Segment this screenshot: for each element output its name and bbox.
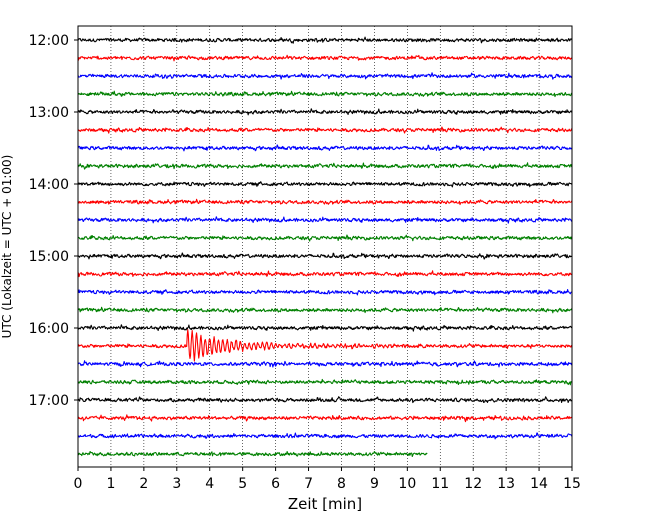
trace-1245 (77, 90, 573, 98)
x-tick-label: 10 (398, 476, 416, 492)
y-tick-label: 15:00 (29, 249, 69, 265)
x-tick-label: 1 (106, 476, 115, 492)
trace-1330 (77, 144, 573, 152)
trace-1615 (77, 329, 573, 362)
x-tick-label: 8 (337, 476, 346, 492)
x-axis: 0 1 2 3 4 5 6 7 8 9 10 11 12 13 14 15 (74, 467, 581, 492)
x-axis-label: Zeit [min] (288, 495, 362, 513)
trace-1630 (77, 360, 573, 368)
x-tick-label: 4 (205, 476, 214, 492)
x-tick-label: 2 (139, 476, 148, 492)
trace-1545 (77, 306, 573, 314)
x-tick-label: 14 (530, 476, 548, 492)
y-tick-label: 16:00 (29, 321, 69, 337)
trace-1530 (77, 289, 573, 296)
x-tick-label: 11 (431, 476, 449, 492)
x-tick-label: 5 (238, 476, 247, 492)
y-tick-label: 13:00 (29, 105, 69, 121)
x-tick-label: 12 (464, 476, 482, 492)
trace-1215 (77, 54, 573, 62)
trace-1645 (77, 378, 573, 386)
trace-1745 (77, 450, 428, 458)
y-tick-label: 17:00 (29, 393, 69, 409)
y-axis-label: UTC (Lokalzeit = UTC + 01:00) (0, 155, 14, 339)
trace-1445 (77, 234, 573, 242)
trace-1730 (77, 432, 573, 440)
trace-1300 (77, 108, 573, 116)
y-tick-label: 12:00 (29, 33, 69, 49)
x-tick-label: 9 (370, 476, 379, 492)
trace-1345 (77, 162, 573, 170)
x-tick-label: 13 (497, 476, 515, 492)
x-tick-label: 15 (563, 476, 581, 492)
y-axis: 12:00 13:00 14:00 15:00 16:00 17:00 (29, 33, 78, 409)
trace-1700 (77, 396, 573, 404)
trace-1515 (77, 270, 573, 278)
trace-1600 (77, 324, 573, 332)
trace-1500 (77, 252, 573, 260)
trace-group (77, 36, 573, 458)
trace-1430 (77, 216, 573, 224)
plot-frame (77, 25, 573, 468)
trace-1315 (77, 126, 573, 134)
x-tick-label: 7 (304, 476, 313, 492)
x-tick-label: 6 (271, 476, 280, 492)
x-tick-label: 3 (172, 476, 181, 492)
trace-1400 (77, 181, 573, 188)
trace-1230 (77, 72, 573, 80)
trace-1415 (77, 198, 573, 206)
trace-1200 (77, 36, 573, 44)
y-tick-label: 14:00 (29, 177, 69, 193)
x-tick-label: 0 (74, 476, 83, 492)
trace-1715 (77, 414, 573, 423)
